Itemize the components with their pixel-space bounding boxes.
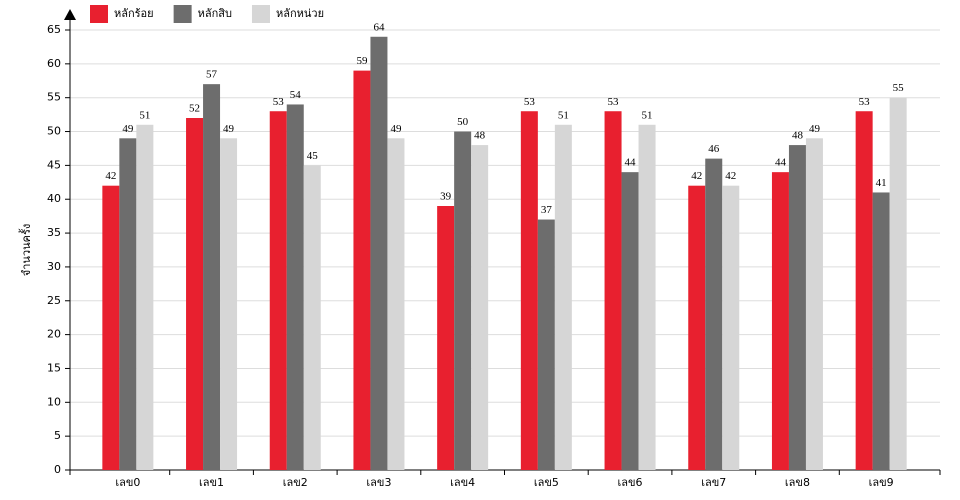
bar [722, 185, 740, 470]
value-label: 39 [440, 191, 452, 203]
x-tick-label: เลข6 [618, 476, 643, 489]
bar [604, 111, 622, 470]
y-tick-label: 5 [54, 429, 61, 442]
bar [454, 131, 472, 471]
value-label: 55 [893, 82, 905, 94]
legend-swatch [173, 5, 192, 23]
y-tick-label: 65 [47, 23, 61, 36]
y-axis-label: จำนวนครั้ง [18, 224, 33, 276]
value-label: 46 [708, 143, 720, 155]
bar [186, 118, 204, 470]
x-tick-label: เลข3 [366, 476, 391, 489]
bar [203, 84, 221, 471]
value-label: 49 [223, 123, 235, 135]
bar [688, 185, 706, 470]
value-label: 49 [122, 123, 134, 135]
value-label: 53 [608, 96, 620, 108]
bar [705, 158, 723, 470]
bar [370, 36, 388, 471]
y-tick-label: 35 [47, 226, 61, 239]
value-label: 54 [290, 89, 302, 101]
x-tick-label: เลข4 [450, 476, 475, 489]
x-tick-label: เลข5 [534, 476, 559, 489]
bar [537, 219, 555, 470]
value-label: 53 [273, 96, 285, 108]
value-label: 53 [524, 96, 536, 108]
legend-swatch [251, 5, 270, 23]
x-tick-label: เลข7 [701, 476, 726, 489]
value-label: 45 [307, 150, 319, 162]
bar [303, 165, 321, 470]
legend-swatch [90, 5, 108, 23]
value-label: 53 [859, 96, 871, 108]
x-tick-label: เลข1 [199, 476, 224, 489]
value-label: 49 [390, 123, 402, 135]
value-label: 51 [642, 109, 653, 121]
y-tick-label: 15 [47, 361, 61, 374]
y-tick-label: 10 [47, 395, 61, 408]
bar [286, 104, 304, 470]
bar [520, 111, 538, 470]
y-tick-label: 50 [47, 125, 61, 138]
bar [471, 145, 489, 471]
bar [771, 172, 789, 470]
y-tick-label: 45 [47, 158, 61, 171]
y-tick-label: 20 [47, 328, 61, 341]
bar [855, 111, 873, 470]
legend-label: หลักหน่วย [276, 7, 324, 20]
value-label: 51 [139, 109, 150, 121]
bar [889, 97, 907, 470]
bar [102, 185, 120, 470]
x-tick-label: เลข0 [115, 476, 140, 489]
value-label: 59 [356, 55, 368, 67]
value-label: 44 [625, 157, 637, 169]
bar [638, 124, 656, 471]
bar [621, 172, 639, 470]
x-tick-label: เลข2 [283, 476, 308, 489]
value-label: 49 [809, 123, 821, 135]
x-tick-label: เลข9 [869, 476, 894, 489]
bar [353, 70, 371, 470]
value-label: 42 [725, 170, 736, 182]
bar [554, 124, 572, 471]
value-label: 42 [691, 170, 702, 182]
legend-label: หลักสิบ [198, 7, 232, 20]
bar [269, 111, 287, 470]
value-label: 41 [876, 177, 887, 189]
x-tick-label: เลข8 [785, 476, 810, 489]
value-label: 50 [457, 116, 469, 128]
bar [805, 138, 823, 471]
bar [872, 192, 890, 470]
value-label: 51 [558, 109, 569, 121]
bar [437, 206, 455, 470]
y-tick-label: 60 [47, 57, 61, 70]
y-tick-label: 30 [47, 260, 61, 273]
value-label: 42 [105, 170, 116, 182]
bar [387, 138, 405, 471]
value-label: 48 [792, 130, 804, 142]
value-label: 52 [189, 103, 200, 115]
axis-arrow [64, 9, 76, 20]
y-tick-label: 25 [47, 294, 61, 307]
value-label: 48 [474, 130, 486, 142]
value-label: 57 [206, 69, 218, 81]
bar [119, 138, 137, 471]
y-tick-label: 55 [47, 91, 61, 104]
bar [220, 138, 238, 471]
y-tick-label: 0 [54, 463, 61, 476]
legend-label: หลักร้อย [114, 7, 154, 20]
value-label: 64 [373, 21, 385, 33]
value-label: 37 [541, 204, 553, 216]
value-label: 44 [775, 157, 787, 169]
y-tick-label: 40 [47, 192, 61, 205]
bar [788, 145, 806, 471]
bar [136, 124, 154, 471]
